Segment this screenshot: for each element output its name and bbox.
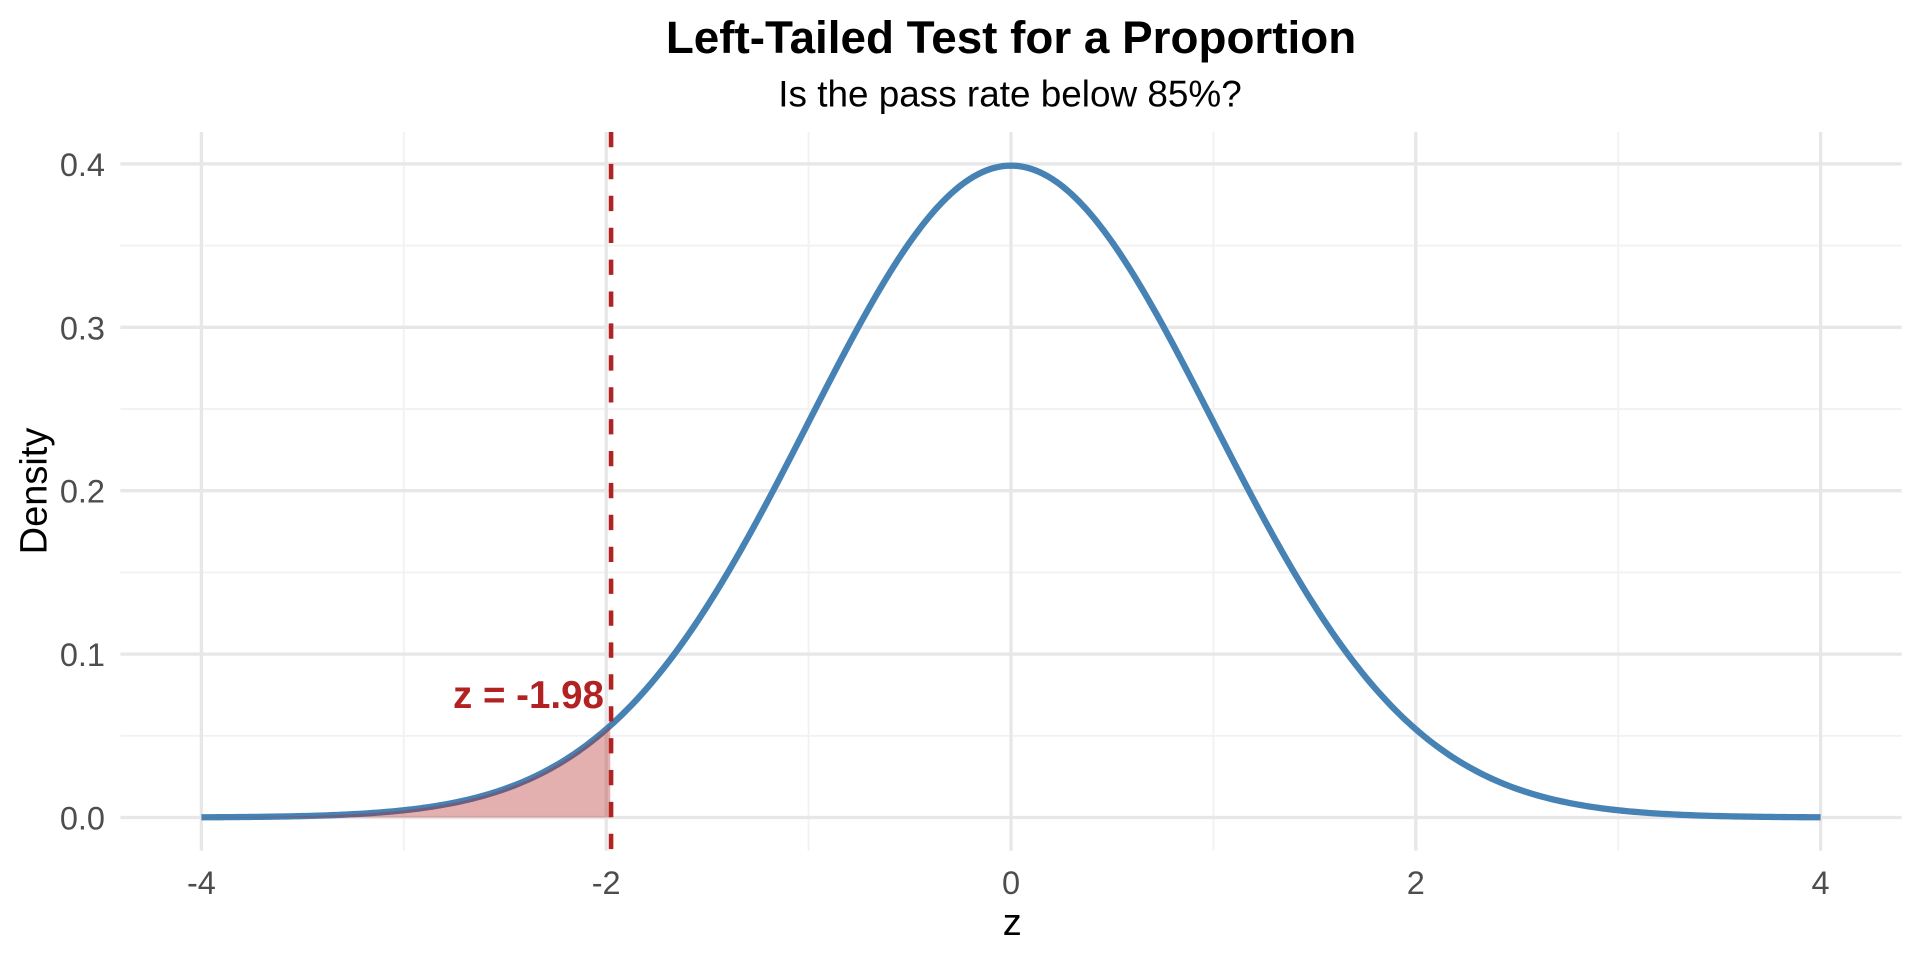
- svg-text:0.1: 0.1: [60, 637, 105, 673]
- svg-text:Density: Density: [13, 428, 55, 555]
- svg-text:0.3: 0.3: [60, 310, 105, 346]
- svg-text:Is the pass rate below 85%?: Is the pass rate below 85%?: [778, 74, 1241, 115]
- svg-text:z: z: [1003, 902, 1022, 944]
- svg-text:0.2: 0.2: [60, 474, 105, 510]
- svg-text:0.0: 0.0: [60, 801, 105, 837]
- svg-text:0: 0: [1002, 865, 1020, 901]
- svg-text:Left-Tailed Test for a Proport: Left-Tailed Test for a Proportion: [666, 12, 1356, 63]
- svg-text:0.4: 0.4: [60, 147, 105, 183]
- svg-text:z = -1.98: z = -1.98: [453, 674, 604, 717]
- svg-text:-2: -2: [592, 865, 621, 901]
- svg-text:4: 4: [1812, 865, 1830, 901]
- svg-text:2: 2: [1407, 865, 1425, 901]
- svg-text:-4: -4: [187, 865, 216, 901]
